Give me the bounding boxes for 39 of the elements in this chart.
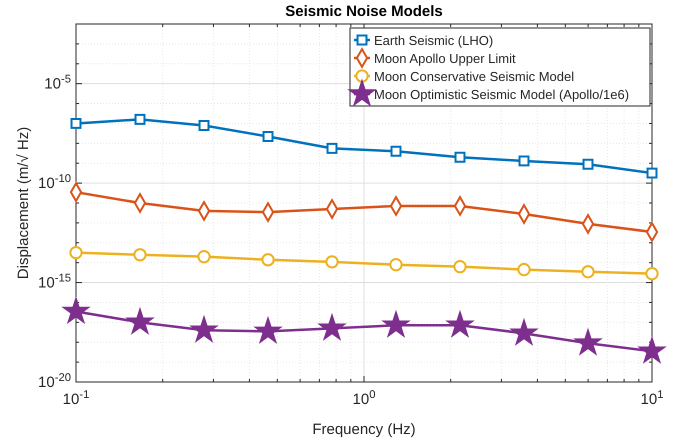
point <box>191 316 217 342</box>
point <box>447 312 473 336</box>
point <box>582 158 594 170</box>
point <box>326 142 338 154</box>
point <box>262 131 274 142</box>
point <box>390 146 402 157</box>
point <box>646 168 658 179</box>
point <box>70 118 82 129</box>
point <box>639 338 665 362</box>
point <box>261 253 275 266</box>
point <box>133 248 147 262</box>
x-tick-label: 10$^{-1}$ <box>62 389 90 408</box>
x-axis-title: Frequency (Hz) <box>312 421 416 438</box>
chart-title: Seismic Noise Models <box>285 3 443 20</box>
y-tick-label: 10$^{-15}$ <box>38 272 71 292</box>
legend-label: Earth Seismic (LHO) <box>374 33 494 48</box>
point <box>517 262 531 276</box>
point <box>134 114 146 125</box>
legend-label: Moon Apollo Upper Limit <box>374 51 516 66</box>
y-tick-label: 10$^{-5}$ <box>44 74 71 93</box>
x-tick-label: 10$^{0}$ <box>352 389 376 408</box>
point <box>389 258 403 272</box>
point <box>453 260 467 274</box>
point <box>325 255 339 268</box>
y-axis-title: Displacement (m/√ Hz) <box>15 126 32 280</box>
point <box>581 265 595 278</box>
point <box>645 267 659 280</box>
y-tick-label: 10$^{-20}$ <box>38 372 71 391</box>
legend-label: Moon Conservative Seismic Model <box>374 69 574 84</box>
point <box>575 330 601 354</box>
point <box>518 155 530 166</box>
point <box>454 152 466 163</box>
legend-label: Moon Optimistic Seismic Model (Apollo/1e6) <box>374 87 630 102</box>
point <box>383 312 409 336</box>
y-tick-label: 10$^{-10}$ <box>38 173 71 192</box>
point <box>197 250 211 264</box>
point <box>198 120 210 131</box>
point <box>69 246 83 260</box>
x-tick-label: 10$^{1}$ <box>640 389 664 408</box>
